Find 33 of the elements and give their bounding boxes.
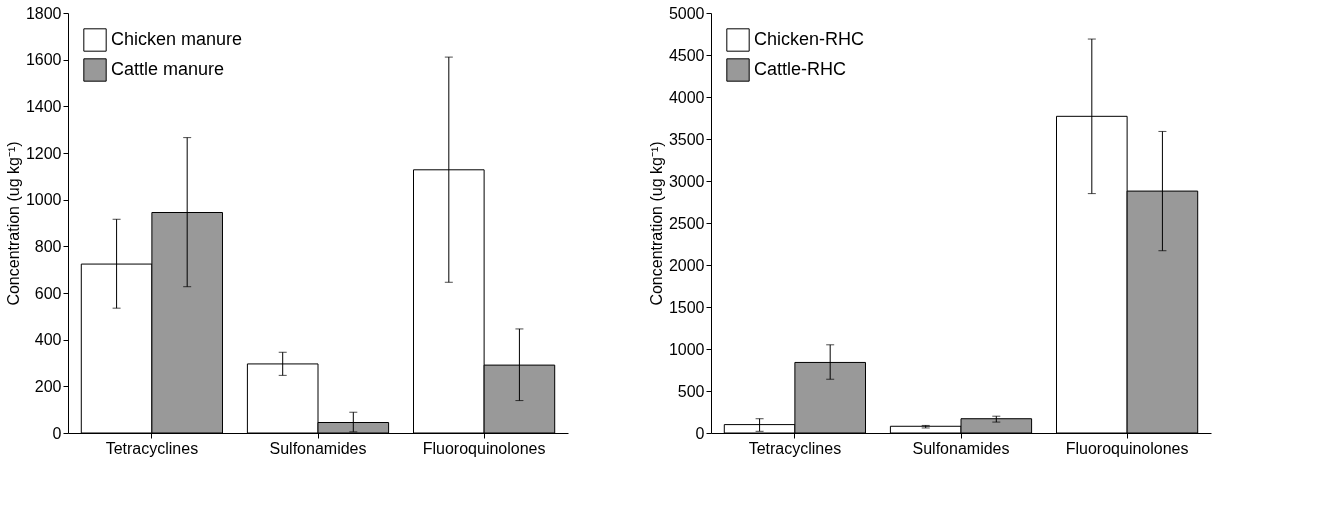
- y-tick-label: 2500: [668, 214, 705, 232]
- legend-label: Cattle manure: [111, 59, 225, 79]
- y-tick-label: 1500: [668, 298, 705, 316]
- y-tick-label: 1000: [25, 191, 62, 209]
- y-tick-label: 200: [34, 377, 62, 395]
- y-tick-label: 800: [34, 237, 62, 255]
- y-tick-label: 1400: [25, 97, 62, 115]
- y-tick-label: 600: [34, 284, 62, 302]
- y-tick-label: 500: [677, 382, 705, 400]
- y-tick-label: 3500: [668, 130, 705, 148]
- y-tick-label: 3000: [668, 172, 705, 190]
- legend-label: Chicken-RHC: [754, 29, 865, 49]
- legend-label: Chicken manure: [111, 29, 243, 49]
- y-tick-label: 2000: [668, 256, 705, 274]
- x-tick-label: Sulfonamides: [912, 439, 1010, 457]
- x-tick-label: Tetracyclines: [105, 439, 199, 457]
- legend-label: Cattle-RHC: [754, 59, 847, 79]
- y-tick-label: 1000: [668, 340, 705, 358]
- x-tick-label: Fluoroquinolones: [1065, 439, 1189, 457]
- y-tick-label: 1200: [25, 144, 62, 162]
- y-tick-label: 1600: [25, 51, 62, 69]
- y-axis-title: Concentration (ug kg⁻¹): [4, 141, 22, 306]
- x-tick-label: Sulfonamides: [269, 439, 367, 457]
- y-tick-label: 1800: [25, 4, 62, 22]
- y-tick-label: 400: [34, 331, 62, 349]
- x-tick-label: Tetracyclines: [748, 439, 842, 457]
- y-tick-label: 5000: [668, 4, 705, 22]
- y-tick-label: 4500: [668, 46, 705, 64]
- y-tick-label: 4000: [668, 88, 705, 106]
- y-tick-label: 0: [695, 424, 705, 442]
- y-tick-label: 0: [52, 424, 62, 442]
- y-axis-title: Concentration (ug kg⁻¹): [647, 141, 665, 306]
- x-tick-label: Fluoroquinolones: [422, 439, 546, 457]
